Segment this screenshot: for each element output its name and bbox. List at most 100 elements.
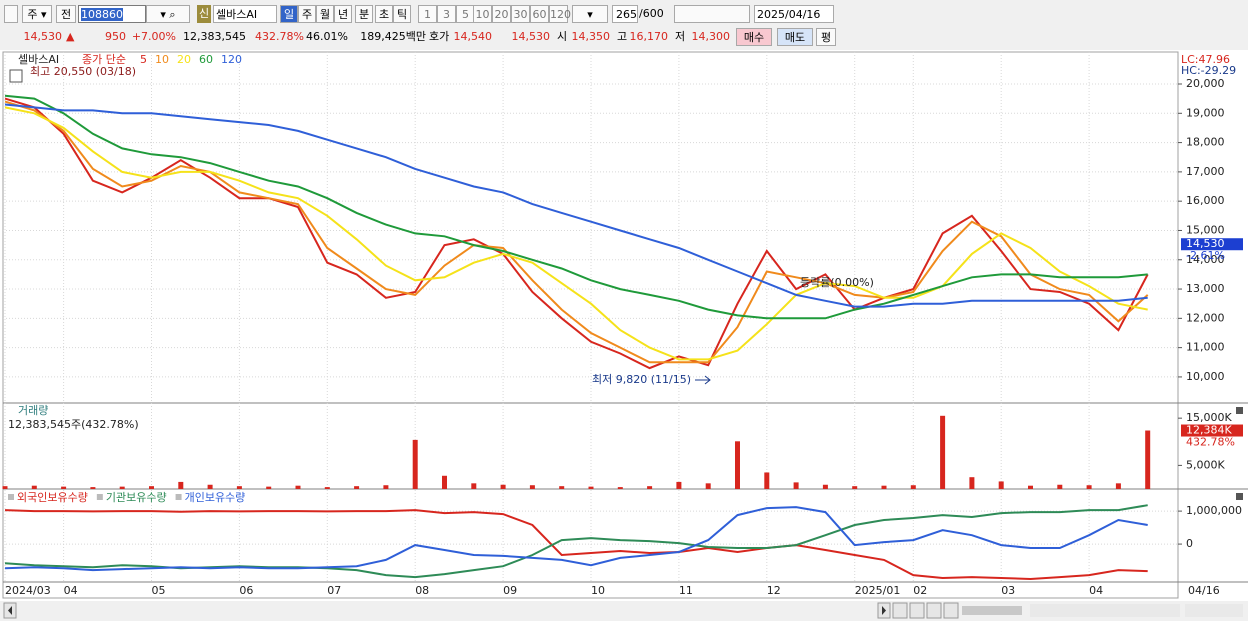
interval-select[interactable]: ▾ (572, 5, 608, 23)
interval-button[interactable]: 30 (511, 5, 530, 23)
period-button[interactable]: 분 (355, 5, 373, 23)
volume-bar (119, 486, 125, 489)
volume-bar (324, 487, 330, 489)
interval-button[interactable]: 60 (530, 5, 549, 23)
period-button[interactable]: 주 (298, 5, 316, 23)
high-label: 고 (617, 30, 628, 43)
volume-bar (735, 441, 740, 489)
y-tick-label: 16,000 (1186, 194, 1225, 207)
interval-button[interactable]: 10 (473, 5, 492, 23)
volume-bar (1028, 485, 1033, 489)
market-select[interactable]: 주 ▾ (22, 5, 52, 23)
ma-label: 종가 단순 (82, 53, 126, 66)
x-tick-label: 03 (1001, 584, 1015, 597)
tool-icons[interactable] (674, 5, 750, 23)
change-annotation: 등락률(0.00%) (800, 276, 874, 289)
volume-bar (529, 485, 535, 489)
scope-button[interactable]: 전 (56, 5, 76, 23)
change: 950 (105, 30, 126, 43)
period-button[interactable]: 년 (334, 5, 352, 23)
interval-button[interactable]: 120 (549, 5, 571, 23)
volume-bar (1145, 430, 1151, 489)
y-tick-label: 15,000 (1186, 223, 1225, 236)
current-volume-box (1181, 424, 1243, 437)
volume-bar (236, 486, 242, 489)
volume-bar (90, 487, 96, 489)
volume-bar (822, 484, 828, 489)
low-label: 저 (675, 30, 686, 43)
zoom-slider[interactable] (962, 606, 1022, 615)
volume-bar (881, 485, 887, 489)
count[interactable]: 265 (612, 5, 638, 23)
volume-bar (559, 486, 565, 489)
stock-name[interactable]: 셀바스AI (213, 5, 277, 23)
date-input[interactable]: 2025/04/16 (754, 5, 834, 23)
current-change: -2.61% (1186, 249, 1225, 262)
volume-bar (998, 481, 1004, 489)
tool-icons[interactable] (1030, 604, 1180, 617)
y-tick-label: 20,000 (1186, 77, 1225, 90)
volume-bar (969, 477, 975, 489)
volume-bar (647, 486, 653, 489)
volume-bar (1086, 485, 1092, 489)
legend-label: 5 (140, 53, 147, 66)
x-tick-label: 10 (591, 584, 605, 597)
lc-label: LC:47.96 (1181, 53, 1230, 66)
search-icons[interactable]: ▾ ⌕ (146, 5, 190, 23)
interval-button[interactable]: 3 (437, 5, 456, 23)
y-tick-label: 10,000 (1186, 370, 1225, 383)
interval-button[interactable]: 1 (418, 5, 437, 23)
code-input[interactable]: 108860 (78, 5, 146, 23)
volume-bar (1057, 484, 1063, 489)
layout-icon[interactable] (4, 5, 18, 23)
avg-button[interactable]: 평 (816, 28, 836, 46)
volume-bar (705, 483, 711, 489)
panel-close[interactable] (1236, 407, 1243, 414)
x-tick-label: 2025/01 (855, 584, 901, 597)
nav-stop[interactable] (926, 602, 942, 619)
y-tick-label: 5,000K (1186, 458, 1225, 471)
low-annotation: 최저 9,820 (11/15) (592, 373, 691, 386)
y-tick-label: 1,000,000 (1186, 504, 1242, 517)
volume-bar (295, 485, 301, 489)
x-tick-label: 11 (679, 584, 693, 597)
low-arrow (695, 375, 711, 385)
open-label: 시 (557, 30, 568, 43)
x-tick-label: 07 (327, 584, 341, 597)
open: 14,350 (571, 30, 611, 43)
high-annotation: 최고 20,550 (03/18) (30, 65, 136, 78)
hc-label: HC:-29.29 (1181, 64, 1236, 77)
volume: 12,383,545 (183, 30, 246, 43)
volume-bar (500, 484, 506, 489)
sell-button[interactable]: 매도 (777, 28, 813, 46)
legend-label: 외국인보유수량 (17, 491, 88, 504)
period-button[interactable]: 초 (375, 5, 393, 23)
bid: 14,530 (511, 30, 551, 43)
interval-button[interactable]: 20 (492, 5, 511, 23)
series-line (4, 509, 1148, 581)
volume-bar (354, 486, 360, 489)
period-button[interactable]: 틱 (393, 5, 411, 23)
buy-button[interactable]: 매수 (736, 28, 772, 46)
series-line (4, 94, 1148, 320)
count-max: /600 (639, 7, 664, 20)
period-button[interactable]: 일 (280, 5, 298, 23)
volume-bar (910, 485, 916, 489)
volume-bar (617, 487, 623, 489)
amount: 189,425백만 (360, 30, 426, 43)
scroll-left-icon (8, 606, 12, 615)
current-price: 14,530 (1186, 237, 1225, 250)
nav-prev[interactable] (909, 602, 925, 619)
zoom-icons[interactable] (1185, 604, 1243, 617)
legend-swatch (96, 494, 103, 500)
turnover: 46.01% (306, 30, 348, 43)
legend-label: 개인보유수량 (185, 491, 246, 504)
nav-first[interactable] (892, 602, 908, 619)
nav-next[interactable] (943, 602, 959, 619)
x-tick-label: 08 (415, 584, 429, 597)
panel-close[interactable] (1236, 493, 1243, 500)
period-button[interactable]: 월 (316, 5, 334, 23)
legend-label: 20 (177, 53, 191, 66)
code: 108860 (81, 8, 123, 21)
